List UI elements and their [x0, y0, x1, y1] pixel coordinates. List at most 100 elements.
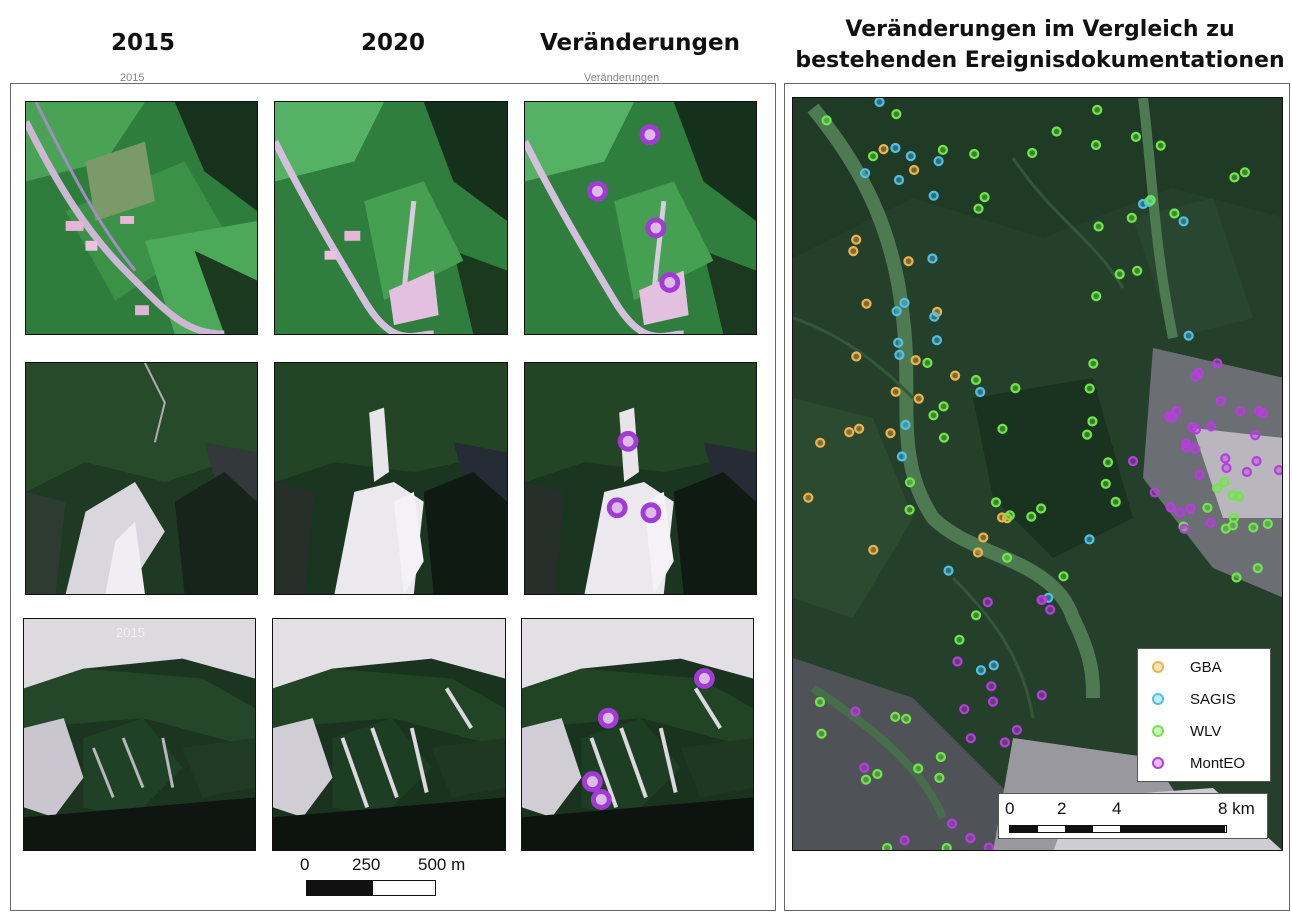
km-tick-8: 8 km	[1218, 799, 1255, 818]
event-point	[1194, 469, 1205, 480]
change-marker	[606, 497, 628, 519]
event-point	[975, 386, 986, 398]
legend-label-sagis: SAGIS	[1190, 690, 1236, 708]
event-point	[908, 164, 920, 176]
event-point	[1251, 456, 1262, 467]
event-point	[1262, 518, 1273, 529]
event-point	[1219, 477, 1230, 488]
event-point	[903, 256, 914, 267]
event-point	[913, 763, 924, 774]
event-point	[890, 386, 901, 397]
event-point	[938, 432, 950, 443]
event-point	[1090, 139, 1102, 151]
event-point	[1036, 503, 1047, 514]
sagis-ring-icon	[1152, 693, 1164, 705]
change-markers	[581, 668, 715, 810]
event-point	[905, 150, 916, 162]
event-point	[1273, 465, 1282, 476]
event-point	[904, 504, 915, 515]
event-point	[928, 190, 939, 201]
event-point	[899, 835, 910, 846]
event-point	[1155, 140, 1166, 151]
event-point	[1250, 430, 1261, 441]
event-point	[972, 547, 984, 558]
change-marker	[645, 217, 667, 239]
event-point	[927, 253, 938, 264]
change-marker	[590, 789, 612, 810]
event-point	[938, 401, 949, 412]
event-point	[1252, 563, 1263, 574]
header-2015: 2015	[110, 30, 175, 56]
ghost-label-changes: Veränderungen	[584, 72, 660, 84]
event-point	[1221, 462, 1232, 474]
event-point	[997, 423, 1008, 434]
event-point	[971, 610, 982, 621]
event-point	[890, 142, 901, 154]
event-point	[901, 713, 912, 724]
tile-year-label: 2015	[116, 625, 145, 640]
event-point	[1254, 406, 1265, 417]
scale-tick-0: 0	[300, 855, 310, 874]
event-point	[965, 832, 976, 844]
event-point	[867, 151, 879, 162]
event-point	[851, 234, 862, 245]
legend-row-wlv: WLV	[1152, 721, 1221, 741]
change-marker	[586, 180, 608, 202]
event-point	[1229, 172, 1240, 183]
event-point	[965, 733, 976, 744]
event-point	[1212, 483, 1223, 494]
event-point	[1084, 383, 1095, 394]
event-point	[999, 737, 1010, 748]
tile-row2-changes	[524, 362, 757, 595]
event-point	[1082, 429, 1093, 440]
satellite-image-valley-2015	[26, 102, 257, 334]
event-point	[1228, 512, 1239, 524]
scale-bar-km-box: 0 2 4 8 km	[998, 793, 1268, 839]
event-point	[913, 393, 924, 404]
km-scale-bar	[1009, 825, 1227, 833]
event-point	[1091, 291, 1102, 302]
gba-ring-icon	[1152, 661, 1164, 673]
satellite-image-forest-2015	[26, 363, 257, 594]
event-point	[1145, 194, 1156, 206]
map-legend: GBA SAGIS WLV MontEO	[1137, 648, 1271, 782]
event-point	[1190, 371, 1201, 382]
event-point	[814, 696, 826, 708]
header-2020: 2020	[360, 30, 425, 56]
event-point	[1183, 330, 1194, 341]
event-point	[947, 818, 958, 829]
tile-row3-changes	[521, 618, 754, 851]
event-point	[1088, 358, 1099, 369]
event-point	[928, 410, 939, 421]
header-comparison: Veränderungen im Vergleich zu bestehende…	[795, 17, 1285, 73]
satellite-image-valley-2020	[275, 102, 507, 334]
wlv-ring-icon	[1152, 725, 1164, 737]
event-point	[872, 768, 883, 780]
change-marker	[639, 124, 661, 146]
header-changes: Veränderungen	[540, 30, 740, 56]
event-point	[950, 370, 961, 381]
event-point	[850, 706, 861, 717]
scale-tick-250: 250	[352, 855, 381, 874]
change-marker	[694, 668, 715, 689]
event-point	[929, 311, 940, 322]
event-point	[893, 174, 905, 186]
legend-label-gba: GBA	[1190, 658, 1222, 676]
event-point	[896, 451, 908, 462]
tile-row3-2015: 2015	[23, 618, 256, 851]
satellite-image-ridge-2020	[273, 619, 505, 850]
event-point	[1002, 552, 1013, 563]
event-point	[1165, 502, 1176, 513]
event-point	[1027, 147, 1038, 159]
change-marker	[659, 272, 681, 293]
event-point	[890, 711, 901, 723]
tile-row3-2020	[272, 618, 506, 851]
change-marker	[617, 430, 639, 452]
change-marker	[640, 502, 662, 524]
event-point	[1087, 416, 1098, 427]
change-markers	[606, 430, 662, 524]
event-point	[959, 704, 970, 715]
event-point	[1149, 487, 1160, 498]
event-point	[952, 656, 963, 667]
event-point	[816, 728, 827, 739]
